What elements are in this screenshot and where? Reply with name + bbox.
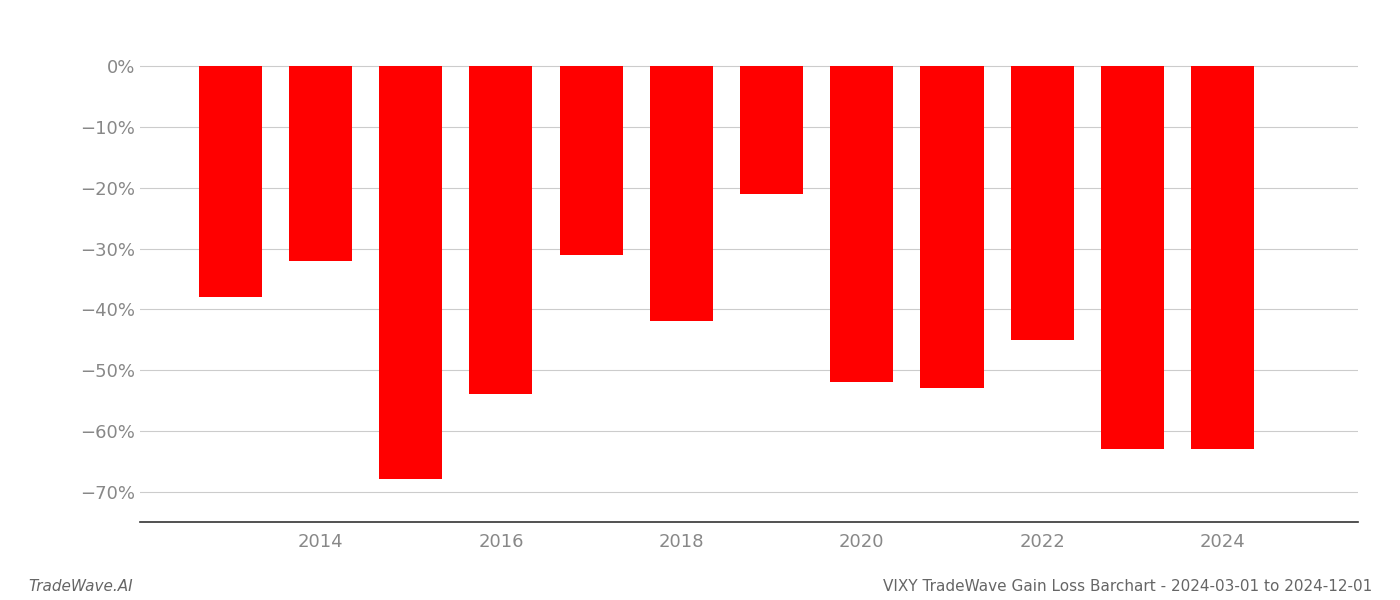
Bar [1011, 67, 1074, 340]
Bar [469, 67, 532, 394]
Bar [830, 67, 893, 382]
Bar [741, 67, 804, 194]
Bar [1191, 67, 1254, 449]
Bar [199, 67, 262, 297]
Bar [920, 67, 984, 388]
Bar [560, 67, 623, 254]
Bar [1100, 67, 1163, 449]
Text: TradeWave.AI: TradeWave.AI [28, 579, 133, 594]
Bar [379, 67, 442, 479]
Bar [650, 67, 713, 322]
Bar [288, 67, 351, 261]
Text: VIXY TradeWave Gain Loss Barchart - 2024-03-01 to 2024-12-01: VIXY TradeWave Gain Loss Barchart - 2024… [883, 579, 1372, 594]
